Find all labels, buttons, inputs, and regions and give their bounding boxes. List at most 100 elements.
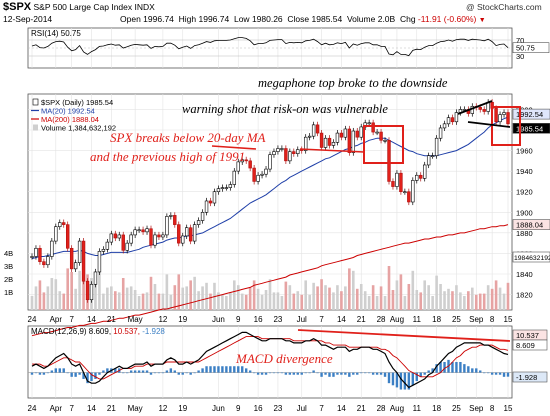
volume-bar: [42, 292, 46, 310]
macd-tag: 10.537: [516, 331, 539, 340]
macd-label: MACD(12,26,9) 8.609, 10.537, -1.928: [31, 327, 165, 336]
volume-bar: [320, 279, 323, 310]
macd-histogram-bar: [62, 368, 65, 373]
volume-bar: [288, 285, 292, 310]
volume-bar: [439, 284, 442, 310]
annotation-line-a: [211, 145, 257, 150]
volume-tick: 2B: [4, 275, 13, 284]
x-label-price: Jul: [297, 315, 307, 324]
volume-bar: [316, 286, 319, 310]
volume-bar: [233, 280, 236, 310]
x-label-price: 9: [236, 315, 241, 324]
volume-bar: [34, 286, 38, 310]
price-tick: 1920: [516, 188, 533, 197]
exchange: INDX: [134, 2, 155, 12]
volume-bar: [256, 288, 260, 310]
candle-body: [38, 247, 42, 262]
legend-label: $SPX (Daily) 1985.54: [41, 98, 113, 107]
candle-body: [450, 117, 455, 123]
candle-body: [415, 174, 419, 181]
volume-bar: [399, 274, 403, 310]
volume-bar: [165, 274, 169, 310]
candle-body: [284, 148, 288, 162]
macd-histogram-bar: [371, 372, 375, 375]
macd-histogram-bar: [403, 372, 407, 390]
x-label-macd: 12: [158, 404, 167, 413]
macd-histogram-bar: [141, 370, 145, 373]
macd-histogram-bar: [197, 370, 200, 373]
candle-body: [292, 151, 296, 154]
macd-histogram-bar: [506, 372, 510, 377]
candle-body: [42, 261, 46, 266]
volume-bar: [411, 270, 415, 310]
volume-bar: [387, 266, 391, 310]
volume-bar: [193, 276, 196, 310]
x-label-price: 18: [432, 315, 441, 324]
candle-body: [149, 228, 153, 246]
volume-bar: [205, 282, 208, 310]
legend-label: MA(200) 1888.04: [41, 115, 99, 124]
candle-body: [327, 137, 332, 146]
candle-body: [216, 188, 221, 193]
volume-bar: [292, 293, 296, 310]
candle-body: [379, 131, 383, 141]
candle-body: [121, 234, 125, 251]
macd-histogram-bar: [66, 372, 69, 374]
volume-bar: [110, 286, 113, 310]
x-label-macd: 19: [178, 404, 187, 413]
volume-bar: [478, 293, 482, 310]
volume-bar: [427, 285, 430, 310]
x-label-price: 24: [28, 315, 37, 324]
volume-bar: [486, 285, 490, 310]
volume-bar: [114, 291, 117, 310]
macd-histogram-bar: [82, 372, 85, 379]
volume-bar: [371, 285, 375, 310]
candle-body: [303, 136, 308, 151]
volume-bar: [494, 280, 498, 310]
legend-swatch: [33, 124, 38, 131]
x-label-price: Sep: [469, 315, 484, 324]
macd-histogram-bar: [352, 372, 355, 375]
volume-bar: [304, 280, 307, 310]
volume-bar: [451, 291, 454, 310]
volume-bar: [248, 287, 252, 310]
x-label-macd: 24: [28, 404, 37, 413]
tag-ma200: 1888.04: [516, 221, 543, 230]
macd-histogram-bar: [300, 372, 303, 375]
macd-histogram-bar: [229, 366, 232, 373]
volume-bar: [395, 280, 399, 310]
macd-histogram-bar: [86, 372, 89, 384]
legend-label: MA(20) 1992.54: [41, 107, 95, 116]
x-label-price: 7: [319, 315, 324, 324]
candle-body: [93, 271, 98, 285]
volume-bar: [312, 282, 315, 310]
candle-body: [252, 167, 256, 182]
volume-bar: [173, 285, 177, 310]
volume-bar: [359, 284, 363, 310]
candle-body: [343, 128, 348, 138]
volume-bar: [54, 279, 58, 310]
candle-body: [264, 168, 268, 175]
volume-bar: [58, 291, 62, 310]
macd-histogram-bar: [455, 362, 458, 373]
macd-histogram-bar: [74, 372, 77, 377]
x-label-macd: 18: [432, 404, 441, 413]
tag-close-box: [512, 123, 550, 134]
macd-histogram-bar: [316, 372, 319, 374]
macd-histogram-bar: [189, 372, 192, 375]
volume-bar: [272, 292, 276, 310]
volume-bar: [106, 287, 109, 310]
x-label-price: 8: [490, 315, 495, 324]
price-tick: 1880: [516, 229, 533, 238]
volume-bar: [383, 296, 387, 310]
candle-body: [339, 132, 344, 138]
volume-tick: 4B: [4, 249, 13, 258]
x-label-price: May: [128, 315, 143, 324]
candle-body: [296, 149, 300, 154]
candle-body: [188, 227, 193, 242]
volume-bar: [240, 293, 244, 310]
candle-body: [181, 235, 185, 244]
x-label-macd: 15: [504, 404, 513, 413]
volume-bar: [177, 274, 181, 310]
volume-bar: [252, 280, 256, 310]
